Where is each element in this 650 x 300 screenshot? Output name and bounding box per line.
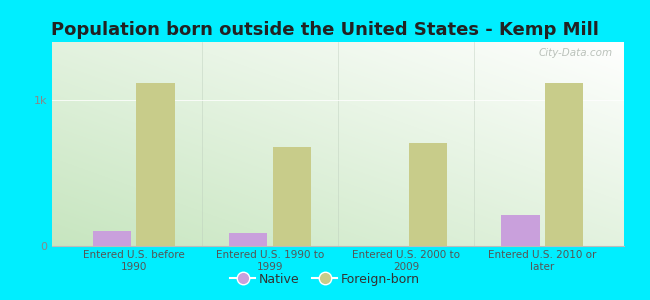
Bar xyxy=(545,83,583,246)
Text: Population born outside the United States - Kemp Mill: Population born outside the United State… xyxy=(51,21,599,39)
Text: City-Data.com: City-Data.com xyxy=(538,48,612,58)
Bar xyxy=(136,83,175,246)
Legend: Native, Foreign-born: Native, Foreign-born xyxy=(225,268,425,291)
Bar xyxy=(409,142,447,246)
Bar xyxy=(501,215,540,246)
Bar xyxy=(93,231,131,246)
Bar xyxy=(229,233,267,246)
Bar xyxy=(272,147,311,246)
